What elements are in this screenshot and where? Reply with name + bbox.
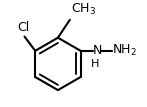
Text: H: H [91,59,100,69]
Text: CH$_3$: CH$_3$ [71,2,96,17]
Text: N: N [93,44,102,57]
Text: Cl: Cl [17,21,29,34]
Text: NH$_2$: NH$_2$ [112,43,137,58]
